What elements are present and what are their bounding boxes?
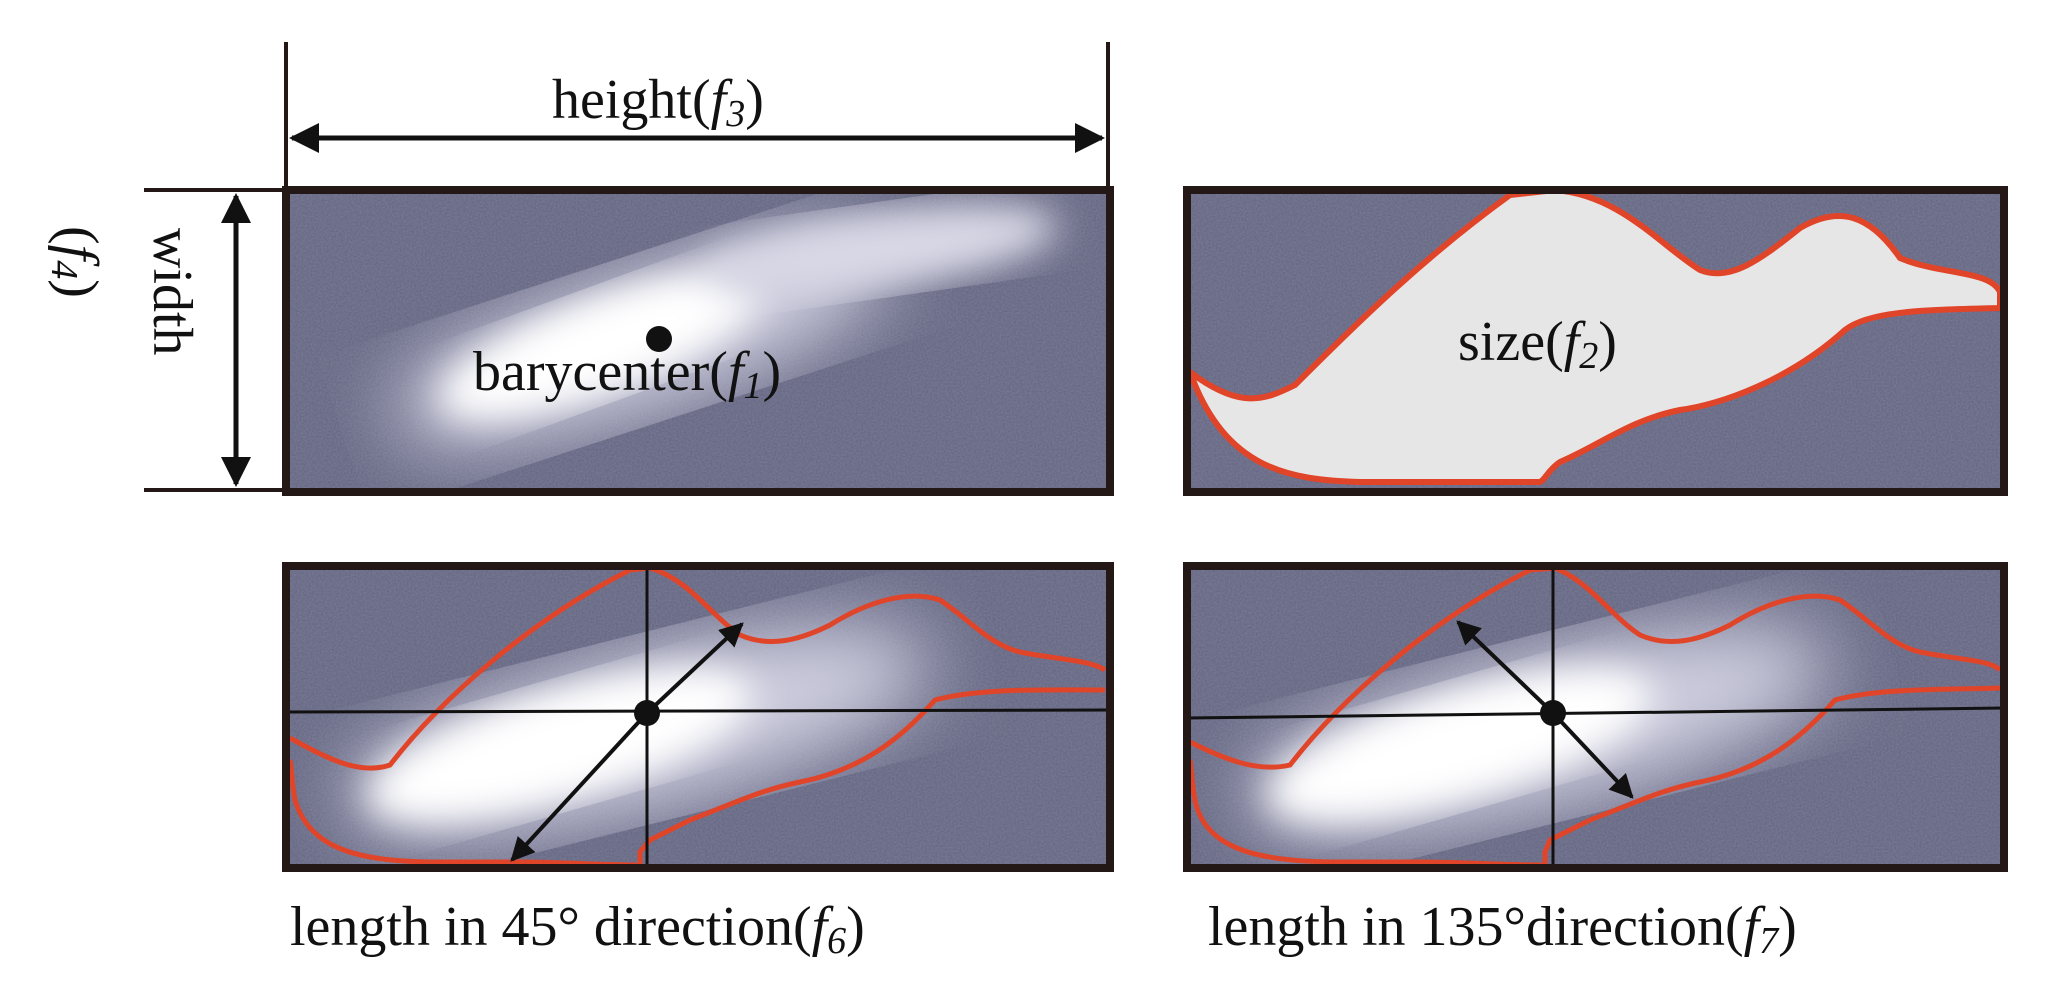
- panel-size: size(f2): [1183, 186, 2008, 496]
- center-dot: [634, 700, 660, 726]
- panel-frame: [1183, 562, 2008, 872]
- arrow-135-down: [1551, 711, 1634, 799]
- arrow-135-up: [1456, 620, 1555, 715]
- length-45-label: length in 45° direction(f6): [290, 896, 865, 962]
- panel-frame: [282, 562, 1114, 872]
- width-label: width: [141, 228, 203, 356]
- panel-frame: [1183, 186, 2008, 496]
- height-label: height(f3): [552, 69, 764, 135]
- panel-frame: [282, 186, 1114, 496]
- width-var-label: (f4): [43, 226, 109, 298]
- center-dot: [1540, 700, 1566, 726]
- size-label: size(f2): [1458, 311, 1617, 377]
- barycenter-label: barycenter(f1): [473, 341, 781, 407]
- panel-135-direction: length in 135°direction(f7): [1183, 562, 2008, 962]
- length-135-label: length in 135°direction(f7): [1208, 896, 1797, 962]
- height-dimension: height(f3): [284, 42, 1110, 190]
- size-region: [1187, 190, 2003, 485]
- panel-45-direction: length in 45° direction(f6): [282, 562, 1114, 962]
- arrow-45-down: [510, 711, 649, 862]
- barycenter-dot: [646, 326, 672, 352]
- panel-barycenter: barycenter(f1): [282, 186, 1114, 496]
- width-dimension: width (f4): [43, 188, 286, 492]
- arrow-45-up: [645, 622, 744, 715]
